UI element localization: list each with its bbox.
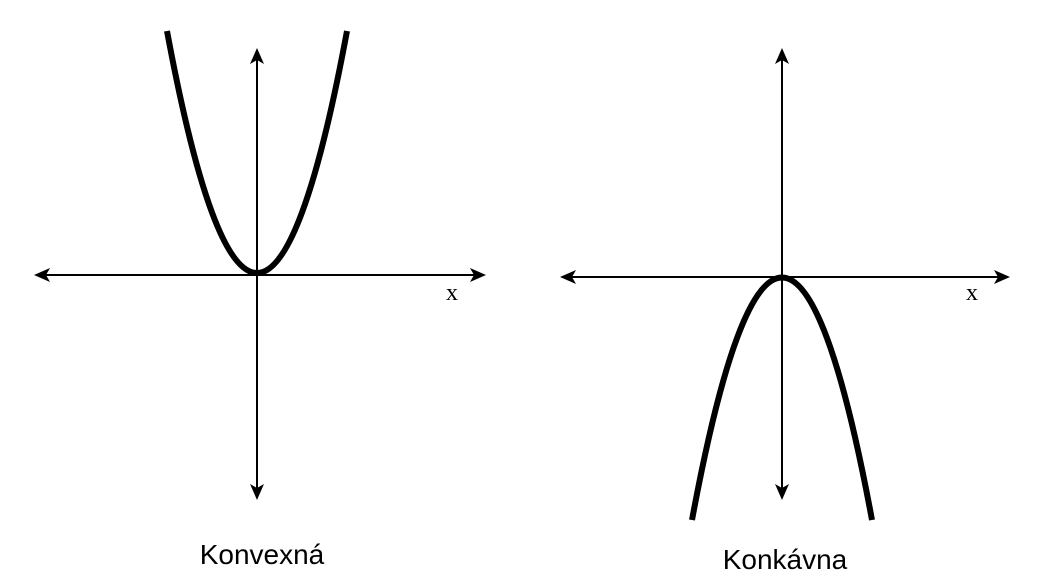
convex-x-axis-label: x xyxy=(446,280,458,306)
concave-x-axis-right-arrow-icon xyxy=(994,270,1010,284)
convex-y-axis-down-arrow-icon xyxy=(250,484,264,500)
concave-caption: Konkávna xyxy=(723,544,848,575)
concave-y-axis-down-arrow-icon xyxy=(775,484,789,500)
concave-x-axis-left-arrow-icon xyxy=(560,270,576,284)
convex-panel: x Konvexná xyxy=(34,30,486,570)
convex-caption: Konvexná xyxy=(200,539,325,570)
concave-y-axis-up-arrow-icon xyxy=(775,48,789,64)
concave-x-axis-label: x xyxy=(966,280,978,306)
concave-curve xyxy=(689,274,875,521)
convex-x-axis-left-arrow-icon xyxy=(34,268,50,282)
concave-panel: x Konkávna xyxy=(560,48,1010,575)
convex-x-axis-right-arrow-icon xyxy=(470,268,486,282)
convex-curve xyxy=(164,30,350,276)
convex-y-axis-up-arrow-icon xyxy=(250,48,264,64)
